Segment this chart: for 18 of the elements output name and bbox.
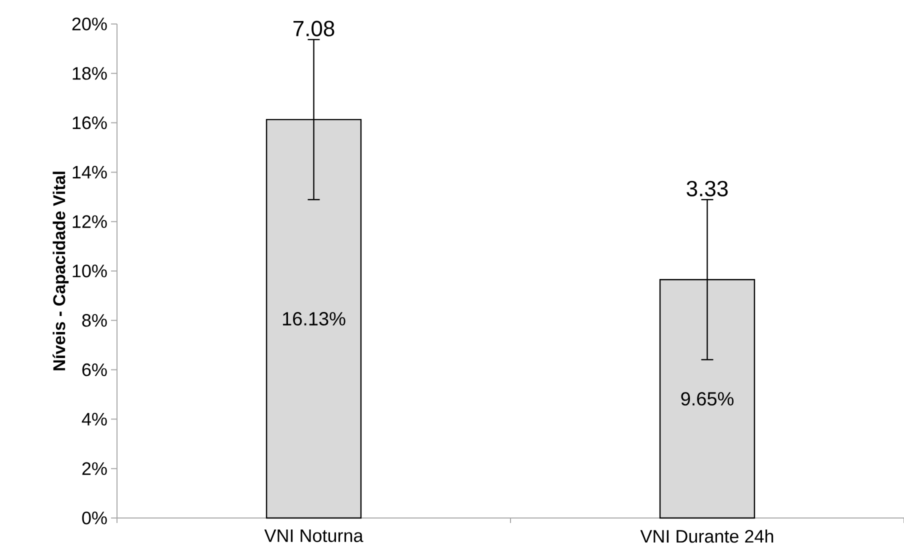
y-axis-title: Níveis - Capacidade Vital [52, 172, 69, 370]
y-tick-label: 16% [72, 116, 107, 130]
x-tick-label: VNI Noturna [264, 530, 364, 542]
x-tick-label: VNI Durante 24h [640, 530, 774, 543]
y-tick-label: 6% [82, 363, 107, 376]
y-tick-label: 0% [82, 512, 107, 524]
data-label: 16.13% [282, 312, 346, 326]
y-tick-label: 14% [72, 166, 107, 178]
annotation: 7.08 [293, 20, 334, 36]
annotation: 3.33 [686, 180, 728, 196]
y-tick-label: 10% [72, 264, 107, 278]
y-tick-label: 2% [82, 462, 107, 475]
y-tick-label: 20% [72, 18, 107, 30]
y-tick-label: 18% [72, 67, 107, 80]
y-tick-label: 4% [82, 412, 107, 426]
y-tick-label: 12% [72, 215, 107, 228]
data-label: 9.65% [681, 392, 734, 406]
y-tick-label: 8% [82, 314, 107, 327]
